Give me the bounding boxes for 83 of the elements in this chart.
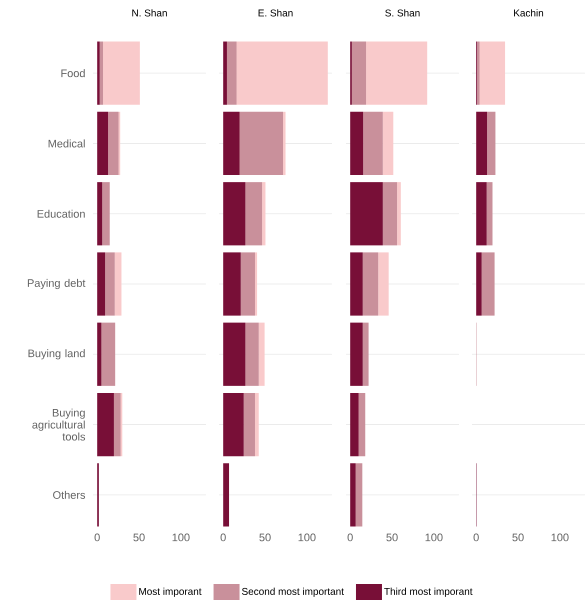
bar bbox=[350, 112, 363, 176]
bar bbox=[239, 112, 283, 176]
x-tick-label: 0 bbox=[473, 534, 479, 542]
bar bbox=[114, 392, 120, 456]
y-tick-label: Education bbox=[37, 210, 85, 218]
bar bbox=[352, 42, 366, 105]
bar bbox=[96, 322, 102, 386]
bar bbox=[100, 42, 103, 105]
bar bbox=[240, 252, 255, 316]
bar bbox=[96, 112, 108, 176]
bar bbox=[244, 392, 255, 456]
bar bbox=[108, 112, 118, 176]
bar bbox=[350, 322, 363, 386]
legend-label: Most imporant bbox=[139, 588, 202, 597]
bar bbox=[222, 112, 240, 176]
y-tick-label: Food bbox=[61, 69, 85, 78]
bar bbox=[362, 112, 383, 176]
x-tick-label: 100 bbox=[172, 534, 190, 542]
bar bbox=[222, 42, 227, 105]
x-tick-label: 100 bbox=[298, 534, 316, 542]
bar bbox=[245, 322, 259, 386]
bar bbox=[254, 392, 259, 456]
bar bbox=[96, 392, 114, 456]
chart-title: Kachin bbox=[514, 9, 543, 17]
y-tick-label: Buying land bbox=[28, 349, 85, 360]
bar bbox=[396, 182, 401, 246]
bar bbox=[350, 392, 358, 456]
bar bbox=[355, 463, 362, 526]
bar bbox=[486, 112, 496, 176]
x-tick-label: 100 bbox=[425, 534, 442, 542]
bar bbox=[96, 42, 100, 105]
chart-title: N. Shan bbox=[132, 9, 167, 17]
bar bbox=[102, 42, 140, 105]
bar bbox=[245, 182, 262, 246]
y-tick-label: Medical bbox=[48, 139, 85, 148]
bar bbox=[236, 42, 328, 105]
bar bbox=[102, 182, 110, 246]
bar bbox=[222, 182, 246, 246]
bar bbox=[104, 252, 115, 316]
y-tick-label: Others bbox=[52, 490, 85, 499]
bar bbox=[258, 322, 264, 386]
bar bbox=[96, 252, 105, 316]
bar bbox=[350, 252, 363, 316]
bar bbox=[358, 392, 366, 456]
bar bbox=[479, 42, 505, 105]
bar bbox=[222, 252, 241, 316]
x-tick-label: 50 bbox=[386, 534, 398, 542]
bar bbox=[96, 182, 102, 246]
bar bbox=[222, 322, 246, 386]
bar bbox=[382, 112, 394, 176]
bar bbox=[476, 112, 487, 176]
bar bbox=[486, 182, 492, 246]
x-tick-label: 50 bbox=[512, 534, 524, 542]
bar bbox=[262, 182, 266, 246]
bar bbox=[226, 42, 236, 105]
bar bbox=[366, 42, 427, 105]
x-tick-label: 0 bbox=[347, 534, 353, 542]
bar bbox=[350, 182, 383, 246]
x-tick-label: 0 bbox=[220, 534, 226, 542]
bar bbox=[476, 42, 480, 105]
bar bbox=[362, 252, 378, 316]
bar bbox=[378, 252, 388, 316]
x-tick-label: 100 bbox=[551, 534, 568, 542]
chart-title: E. Shan bbox=[258, 9, 292, 17]
bar bbox=[362, 322, 368, 386]
bar bbox=[282, 112, 286, 176]
legend-label: Third most imporant bbox=[384, 588, 472, 597]
x-tick-label: 50 bbox=[259, 534, 270, 542]
x-tick-label: 0 bbox=[94, 534, 100, 542]
bar bbox=[382, 182, 397, 246]
bar bbox=[222, 463, 229, 526]
bar bbox=[481, 252, 494, 316]
x-tick-label: 50 bbox=[133, 534, 144, 542]
bar bbox=[476, 252, 482, 316]
bar bbox=[222, 392, 244, 456]
bar bbox=[101, 322, 115, 386]
bar bbox=[114, 252, 122, 316]
legend-label: Second most important bbox=[242, 588, 344, 597]
chart-title: S. Shan bbox=[385, 9, 420, 17]
y-tick-label: Paying debt bbox=[28, 278, 86, 290]
bar bbox=[350, 463, 356, 526]
y-tick-label: Buying agricultural tools bbox=[32, 408, 85, 441]
bar bbox=[476, 182, 486, 246]
